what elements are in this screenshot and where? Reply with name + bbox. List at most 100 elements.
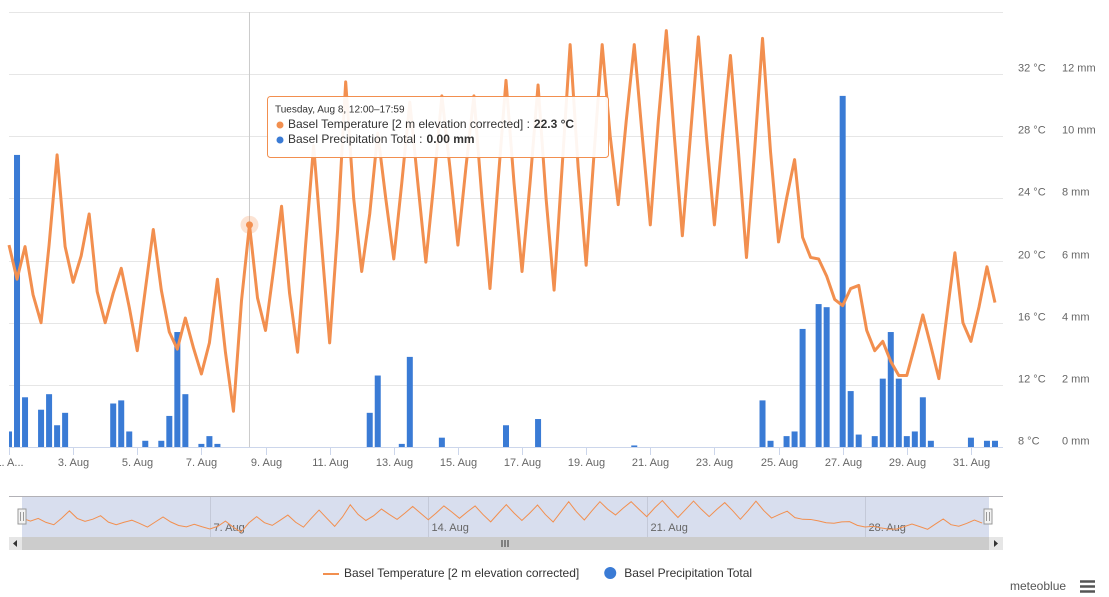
precipitation-bar [142,440,149,447]
x-tick-label: 21. Aug [632,457,669,469]
tooltip-row: Basel Temperature [2 m elevation correct… [288,117,574,131]
x-tick-label: 7. Aug [186,457,217,469]
navigator-tick-label: 14. Aug [432,522,469,534]
x-tick-label: 3. Aug [58,457,89,469]
x-tick-label: 25. Aug [761,457,798,469]
precipitation-bar [823,307,830,447]
legend-item[interactable]: Basel Temperature [2 m elevation correct… [323,566,579,580]
precipitation-bar [991,440,998,447]
precipitation-bar [919,397,926,447]
y2-tick-label: 6 mm [1062,249,1090,261]
tooltip-row: Basel Precipitation Total : 0.00 mm [288,132,475,146]
navigator-handle[interactable] [983,508,993,525]
y-tick-label: 28 °C [1018,124,1046,136]
precipitation-bar [374,375,381,447]
precipitation-bar [9,431,12,447]
precipitation-bar [62,412,69,447]
precipitation-bar [38,409,45,447]
y-tick-label: 24 °C [1018,186,1046,198]
y-tick-label: 16 °C [1018,311,1046,323]
x-tick-label: 29. Aug [889,457,926,469]
precipitation-bar [887,332,894,447]
y-tick-label: 32 °C [1018,62,1046,74]
precipitation-bar [967,437,974,447]
tooltip-box [267,96,609,158]
y2-tick-label: 12 mm [1062,62,1096,74]
precipitation-bar [22,397,29,447]
legend-label: Basel Temperature [2 m elevation correct… [344,566,579,580]
tooltip-row-value: 22.3 °C [534,117,574,131]
precipitation-bar [118,400,125,447]
precipitation-bar [855,434,862,447]
x-tick-label: 5. Aug [122,457,153,469]
tooltip-row-label: Basel Temperature [2 m elevation correct… [288,117,530,131]
navigator-tick-label: 28. Aug [869,522,906,534]
x-tick-label: 13. Aug [376,457,413,469]
navigator-line [22,499,983,533]
precipitation-bar [182,394,189,447]
precipitation-bar [174,332,181,447]
tooltip-bullet [276,136,284,144]
menu-icon[interactable] [1080,580,1095,593]
navigator-handle-grip [986,512,990,521]
precipitation-bar [214,443,221,447]
precipitation-bar [406,356,413,447]
y2-tick-label: 8 mm [1062,186,1090,198]
precipitation-bar [767,440,774,447]
x-tick-label: 27. Aug [825,457,862,469]
precipitation-bar [503,425,509,447]
y-tick-label: 20 °C [1018,249,1046,261]
precipitation-bar [126,431,133,447]
brand: meteoblue [1010,579,1066,593]
navigator-selection[interactable] [22,497,989,537]
precipitation-bar [158,440,165,447]
tooltip-bullet [276,121,284,129]
navigator-tick-label: 7. Aug [214,522,245,534]
precipitation-bar [879,378,886,447]
x-tick-label: 19. Aug [568,457,605,469]
legend-item[interactable]: Basel Precipitation Total [604,566,752,580]
tooltip-row-label: Basel Precipitation Total : [288,132,423,146]
x-tick-label: 23. Aug [696,457,733,469]
tooltip-title: Tuesday, Aug 8, 12:00–17:59 [275,105,405,116]
navigator-handle-grip [20,512,24,521]
precipitation-bar [759,400,766,447]
y2-tick-label: 4 mm [1062,311,1090,323]
x-tick-label: 15. Aug [440,457,477,469]
y-tick-label: 8 °C [1018,435,1040,447]
precipitation-bar [895,378,902,447]
legend: Basel Temperature [2 m elevation correct… [323,566,752,580]
precipitation-bar [54,425,61,447]
precipitation-bar [198,443,205,447]
precipitation-bar [366,412,373,447]
precipitation-bar [847,391,854,447]
legend-symbol [604,567,617,579]
x-tick-label: 9. Aug [251,457,282,469]
y2-tick-label: 10 mm [1062,124,1096,136]
precipitation-bar [398,443,405,447]
legend-label: Basel Precipitation Total [624,566,752,580]
precipitation-bar [110,403,117,447]
precipitation-bar [206,436,213,447]
precipitation-bar [911,431,918,447]
precipitation-bar [871,436,878,447]
precipitation-bar [438,437,445,447]
precipitation-bar [166,415,173,447]
x-tick-label: 1. A... [0,457,24,469]
precipitation-bar [783,436,790,447]
precipitation-bar [799,328,806,447]
x-tick-label: 31. Aug [953,457,990,469]
precipitation-bar [903,436,910,447]
navigator-handle[interactable] [17,508,27,525]
scrollbar-left-arrow [13,540,17,547]
tooltip-row-value: 0.00 mm [427,132,475,146]
scrollbar-right-arrow [994,540,998,547]
precipitation-bar [815,304,822,447]
precipitation-bar [791,431,798,447]
precipitation-bar [839,95,846,448]
x-tick-label: 17. Aug [504,457,541,469]
navigator-tick-label: 21. Aug [651,522,688,534]
